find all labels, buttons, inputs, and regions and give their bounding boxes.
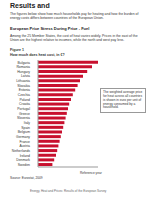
svg-text:Estonia: Estonia bbox=[19, 88, 30, 92]
html-text:Figure 1: Figure 1 bbox=[10, 48, 24, 52]
svg-text:Latvia: Latvia bbox=[21, 74, 30, 78]
html-text:Results and: Results and bbox=[10, 2, 50, 9]
svg-text:Sweden: Sweden bbox=[18, 163, 30, 167]
html-text:European Price Stress During P: European Price Stress During Price - Fue… bbox=[10, 26, 90, 31]
svg-text:Germany: Germany bbox=[16, 135, 30, 139]
html-text:The figures below show how muc: The figures below show how much househol… bbox=[10, 12, 139, 21]
html-text:Reference year: Reference year bbox=[80, 171, 102, 175]
svg-text:Netherlands: Netherlands bbox=[12, 149, 31, 153]
svg-text:Spain: Spain bbox=[21, 126, 30, 130]
svg-text:Ireland: Ireland bbox=[20, 154, 30, 158]
html-text:Source: Eurostat, 2009: Source: Eurostat, 2009 bbox=[10, 176, 43, 180]
svg-text:Greece: Greece bbox=[19, 112, 30, 116]
svg-text:Slovakia: Slovakia bbox=[17, 84, 30, 88]
svg-text:Bulgaria: Bulgaria bbox=[18, 61, 31, 65]
html-text:How much does heat cost, in €?: How much does heat cost, in €? bbox=[10, 53, 65, 57]
svg-text:Slovenia: Slovenia bbox=[17, 116, 30, 120]
svg-text:Romania: Romania bbox=[16, 65, 30, 69]
svg-text:Croatia: Croatia bbox=[19, 102, 30, 106]
svg-text:France: France bbox=[19, 140, 30, 144]
svg-text:Poland: Poland bbox=[19, 98, 30, 102]
html-text:Among the 25 Member States, th: Among the 25 Member States, the cost of … bbox=[10, 34, 138, 43]
svg-text:Italy: Italy bbox=[24, 121, 31, 125]
svg-text:Belgium: Belgium bbox=[18, 130, 30, 134]
html-text:The weighted average price for: The weighted average price for heat acro… bbox=[103, 90, 143, 110]
svg-text:Lithuania: Lithuania bbox=[16, 79, 30, 83]
svg-text:Czechia: Czechia bbox=[18, 93, 30, 97]
svg-text:Austria: Austria bbox=[19, 144, 30, 148]
svg-text:Portugal: Portugal bbox=[17, 107, 30, 111]
html-text:Energy, Heat and Prices: Resul: Energy, Heat and Prices: Results of the … bbox=[30, 189, 107, 193]
svg-text:Hungary: Hungary bbox=[17, 70, 30, 74]
svg-text:Denmark: Denmark bbox=[16, 158, 30, 162]
